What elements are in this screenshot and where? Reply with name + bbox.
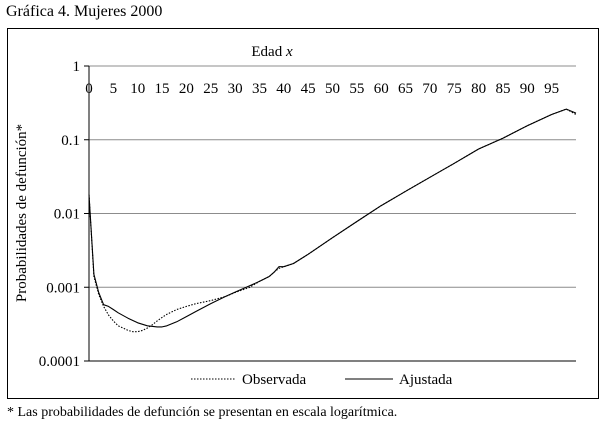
chart: 1 0.1 0.01 0.001 0.0001 0 5 10 15 20 25 30 35 40 45 50… xyxy=(14,44,577,388)
y-tick-label: 0.0001 xyxy=(39,354,80,370)
x-tick-label: 75 xyxy=(447,81,462,97)
y-tick-label: 1 xyxy=(73,59,81,75)
x-tick-label: 45 xyxy=(301,81,316,97)
y-axis-label: Probabilidades de defunción* xyxy=(14,124,30,302)
x-tick-label: 5 xyxy=(110,81,118,97)
legend-label: Observada xyxy=(242,372,306,388)
series-line-ajustada xyxy=(88,108,577,328)
y-tick-label: 0.001 xyxy=(46,280,80,296)
x-tick-label: 70 xyxy=(422,81,437,97)
y-tick-label: 0.01 xyxy=(54,207,80,223)
grid-lines xyxy=(89,65,576,362)
x-tick-label: 85 xyxy=(495,81,510,97)
x-tick-label: 10 xyxy=(130,81,145,97)
axes xyxy=(84,65,576,362)
x-tick-label: 60 xyxy=(374,81,389,97)
x-tick-label: 35 xyxy=(252,81,267,97)
x-tick-label: 30 xyxy=(228,81,243,97)
chart-frame xyxy=(7,28,599,399)
x-tick-label: 95 xyxy=(544,81,559,97)
legend-label: Ajustada xyxy=(399,372,453,388)
x-tick-label: 20 xyxy=(179,81,194,97)
x-tick-label: 40 xyxy=(276,81,291,97)
x-tick-label: 15 xyxy=(155,81,170,97)
y-tick-labels: 1 0.1 0.01 0.001 0.0001 xyxy=(39,59,80,370)
x-tick-label: 55 xyxy=(349,81,364,97)
x-tick-label: 90 xyxy=(520,81,535,97)
x-tick-label: 50 xyxy=(325,81,340,97)
footnote: * Las probabilidades de defunción se pre… xyxy=(7,405,398,420)
x-tick-label: 80 xyxy=(471,81,486,97)
series-line-observada xyxy=(88,108,577,333)
legend: Observada Ajustada xyxy=(191,372,453,388)
series-lines xyxy=(88,108,577,333)
x-tick-label: 0 xyxy=(85,81,93,97)
x-tick-label: 25 xyxy=(203,81,218,97)
x-tick-labels: 0 5 10 15 20 25 30 35 40 45 50 55 60 65 70 75 80 85 90 95 xyxy=(85,81,559,97)
y-tick-label: 0.1 xyxy=(61,133,80,149)
x-axis-label: Edad x xyxy=(251,44,293,60)
page-title: Gráfica 4. Mujeres 2000 xyxy=(6,3,163,20)
x-tick-label: 65 xyxy=(398,81,413,97)
